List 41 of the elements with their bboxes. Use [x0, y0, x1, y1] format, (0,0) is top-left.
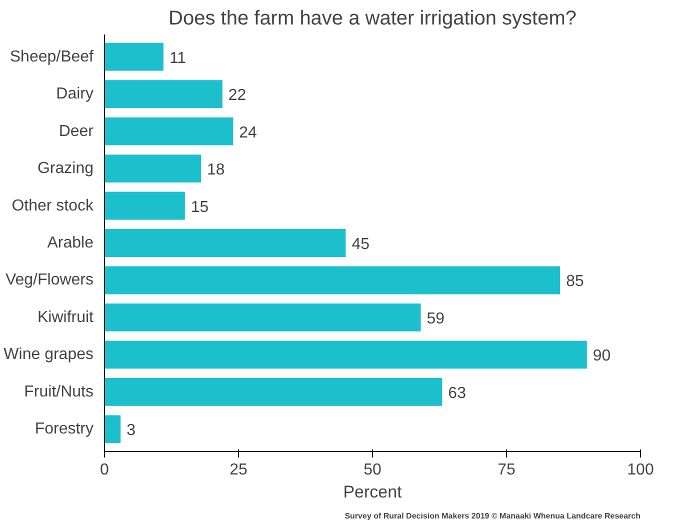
bar	[104, 192, 185, 220]
y-tick-label: Kiwifruit	[37, 308, 94, 326]
y-tick-label: Deer	[58, 122, 94, 140]
x-tick-label: 100	[627, 462, 654, 478]
bar	[104, 229, 346, 257]
data-label: 63	[448, 384, 466, 402]
x-tick-label: 50	[364, 462, 382, 478]
y-tick-label: Wine grapes	[4, 346, 94, 364]
y-tick-label: Veg/Flowers	[5, 272, 94, 289]
bar	[104, 80, 222, 108]
data-label: 45	[352, 236, 370, 253]
y-tick-label: Dairy	[56, 86, 94, 103]
data-label: 15	[190, 198, 209, 216]
y-tick-label: Other stock	[12, 197, 94, 214]
x-tick-label: 75	[498, 462, 516, 478]
y-tick-label: Forestry	[34, 420, 94, 438]
bar	[104, 154, 201, 182]
bar	[104, 266, 560, 294]
y-tick-label: Grazing	[37, 160, 94, 178]
data-label: 85	[566, 273, 584, 290]
data-label: 22	[228, 87, 246, 104]
y-tick-label: Arable	[47, 234, 94, 252]
data-label: 59	[426, 310, 445, 328]
bar	[104, 117, 234, 146]
data-label: 3	[126, 422, 136, 440]
x-tick-label: 0	[100, 462, 110, 478]
x-tick-label: 25	[230, 462, 248, 478]
bar	[104, 378, 442, 406]
bar	[104, 340, 587, 369]
text: Survey of Rural Decision Makers 2019 © Manaaki Whenua Landcare Research	[344, 512, 641, 520]
y-tick-label: Sheep/Beef	[10, 48, 94, 66]
x-axis-title: Percent	[343, 482, 402, 502]
data-label: 24	[239, 124, 258, 142]
bar	[104, 415, 121, 444]
chart-title: Does the farm have a water irrigation system?	[168, 8, 576, 30]
data-label: 90	[592, 348, 611, 365]
bar	[104, 42, 164, 71]
data-label: 18	[206, 162, 225, 179]
y-tick-label: Fruit/Nuts	[24, 383, 94, 400]
bar	[104, 304, 421, 332]
data-label: 11	[169, 50, 186, 67]
